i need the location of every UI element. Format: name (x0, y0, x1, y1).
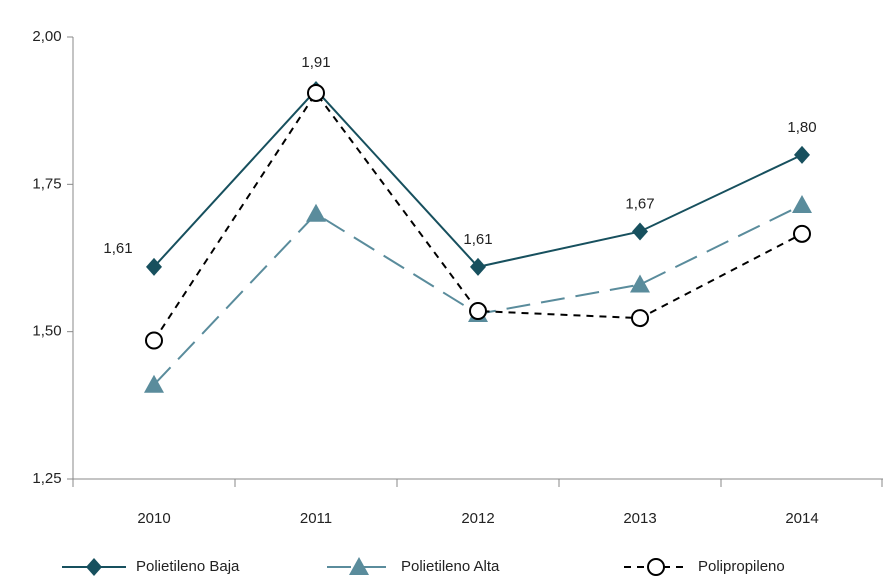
legend-label: Polipropileno (698, 558, 785, 575)
marker-triangle (792, 194, 812, 213)
data-label: 1,80 (787, 119, 816, 136)
marker-diamond (794, 145, 810, 164)
data-label: 1,91 (301, 54, 330, 71)
y-tick-label: 1,50 (32, 323, 61, 340)
x-tick-label: 2013 (623, 510, 656, 527)
marker-diamond (86, 558, 102, 576)
legend-label: Polietileno Alta (401, 558, 500, 575)
x-tick-label: 2012 (461, 510, 494, 527)
x-tick-label: 2010 (137, 510, 170, 527)
x-tick-label: 2011 (300, 510, 332, 527)
y-tick-label: 1,25 (32, 470, 61, 487)
marker-circle (631, 309, 649, 328)
series-line (153, 91, 803, 342)
data-label: 1,67 (625, 195, 654, 212)
marker-triangle (349, 557, 369, 575)
marker-diamond (632, 222, 648, 241)
marker-circle (469, 302, 487, 321)
marker-circle (145, 331, 163, 350)
marker-circle (793, 224, 811, 243)
x-tick-label: 2014 (785, 510, 818, 527)
y-tick-label: 2,00 (32, 28, 61, 45)
marker-triangle (630, 274, 650, 293)
legend-label: Polietileno Baja (136, 558, 240, 575)
marker-triangle (144, 374, 164, 393)
marker-diamond (470, 257, 486, 276)
marker-triangle (306, 203, 326, 222)
marker-circle (307, 83, 325, 102)
marker-diamond (146, 257, 162, 276)
y-tick-label: 1,75 (32, 175, 61, 192)
data-label: 1,61 (103, 240, 132, 257)
data-label: 1,61 (463, 231, 492, 248)
marker-circle (647, 558, 665, 576)
